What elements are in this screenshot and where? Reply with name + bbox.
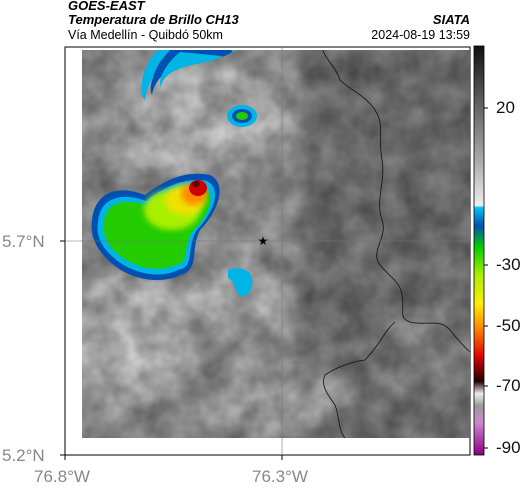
colorbar-tick: -50 <box>496 316 521 335</box>
lon-tick-label: 76.8°W <box>34 467 90 486</box>
lon-tick-label: 76.3°W <box>252 467 308 486</box>
colorbar-tick: -30 <box>496 255 521 274</box>
colorbar <box>473 45 485 456</box>
product-title: Temperatura de Brillo CH13 <box>68 12 239 27</box>
colorbar-tick: 20 <box>496 98 515 117</box>
storm-cell <box>91 173 220 281</box>
datetime-label: 2024-08-19 13:59 <box>371 28 470 42</box>
satellite-image <box>82 50 470 438</box>
lat-tick-label: 5.2°N <box>2 446 45 465</box>
colorbar-tick: -70 <box>496 376 521 395</box>
agency-label: SIATA <box>432 12 470 27</box>
satellite-name: GOES-EAST <box>68 0 145 13</box>
location-star-icon: ★ <box>258 234 269 248</box>
region-label: Vía Medellín - Quibdó 50km <box>68 28 223 42</box>
border-lines <box>322 50 470 438</box>
colorbar-tick: -90 <box>496 438 521 457</box>
lat-tick-label: 5.7°N <box>2 232 45 251</box>
cold-cloud-south <box>228 268 253 297</box>
